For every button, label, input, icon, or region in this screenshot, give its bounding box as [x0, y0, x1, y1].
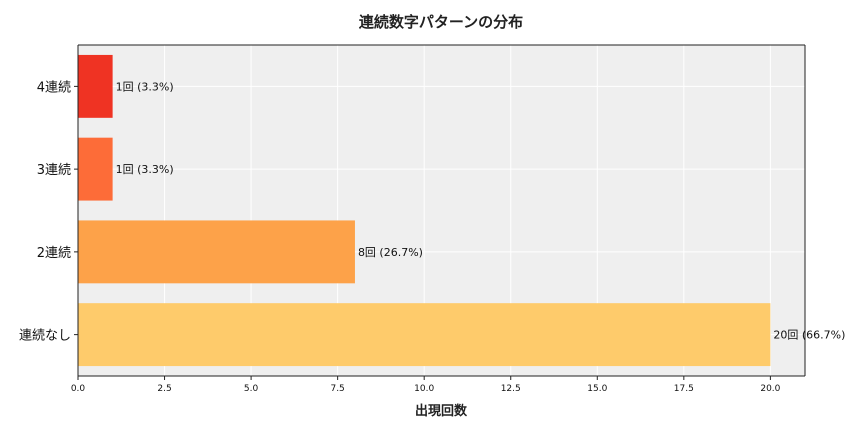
y-tick-label: 2連続	[37, 246, 71, 261]
x-axis-label: 出現回数	[415, 403, 468, 419]
bar	[78, 220, 355, 284]
grid	[77, 45, 805, 376]
bar	[78, 54, 113, 118]
bar-value-label: 1回 (3.3%)	[116, 80, 174, 93]
data-labels: 1回 (3.3%) 1回 (3.3%) 8回 (26.7%) 20回 (66.7%)	[116, 80, 846, 341]
chart-title: 連続数字パターンの分布	[359, 13, 523, 31]
y-tick-label: 4連続	[37, 80, 71, 95]
x-tick-label: 2.5	[157, 384, 171, 394]
bar-value-label: 1回 (3.3%)	[116, 163, 174, 176]
bar-value-label: 8回 (26.7%)	[358, 246, 423, 259]
x-tick-label: 17.5	[674, 384, 694, 394]
x-tick-label: 7.5	[330, 384, 344, 394]
x-axis-ticks: 0.0 2.5 5.0 7.5 10.0 12.5 15.0 17.5 20.0	[71, 376, 781, 394]
y-tick-label: 3連続	[37, 163, 71, 178]
x-tick-label: 0.0	[71, 384, 86, 394]
bar	[78, 137, 113, 201]
bar	[78, 303, 771, 367]
x-tick-label: 5.0	[244, 384, 259, 394]
x-tick-label: 10.0	[414, 384, 434, 394]
x-tick-label: 12.5	[501, 384, 521, 394]
y-tick-label: 連続なし	[19, 329, 71, 344]
x-tick-label: 15.0	[587, 384, 607, 394]
x-tick-label: 20.0	[760, 384, 780, 394]
bar-value-label: 20回 (66.7%)	[773, 329, 845, 342]
bars	[78, 54, 771, 367]
